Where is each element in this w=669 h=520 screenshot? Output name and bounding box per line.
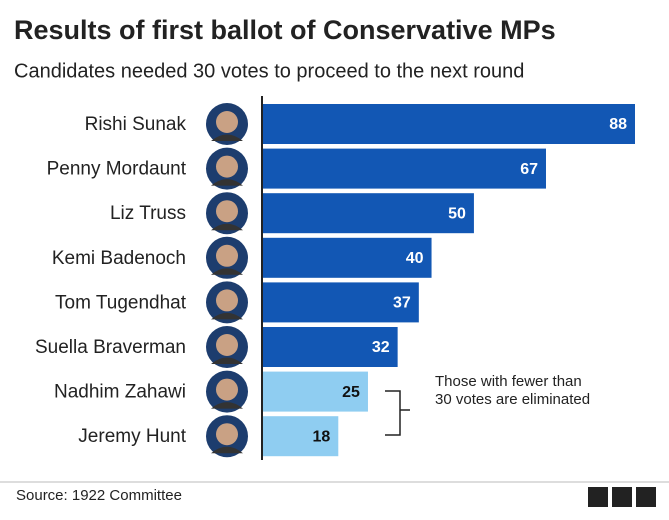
portrait-body: [211, 402, 243, 409]
annotation: Those with fewer than: [435, 373, 582, 390]
category-label: Tom Tugendhat: [55, 292, 187, 313]
bar: [263, 237, 432, 278]
chart-subtitle: Candidates needed 30 votes to proceed to…: [14, 60, 524, 82]
value-label: 50: [448, 205, 466, 222]
bar: [263, 416, 339, 457]
portrait-body: [211, 268, 243, 275]
annotation: 30 votes are eliminated: [435, 391, 590, 408]
value-label: 25: [342, 384, 360, 401]
portrait-face: [216, 111, 238, 133]
category-label: Liz Truss: [110, 203, 186, 224]
bar: [263, 371, 368, 412]
chart-title: Results of first ballot of Conservative …: [14, 15, 556, 45]
category-label: Penny Mordaunt: [47, 159, 187, 180]
portrait-body: [211, 312, 243, 320]
portrait-face: [216, 378, 238, 401]
portrait-face: [216, 155, 238, 178]
category-label: Kemi Badenoch: [52, 248, 186, 269]
value-label: 67: [520, 161, 538, 178]
portrait-body: [211, 446, 243, 454]
source: Source: 1922 Committee: [16, 487, 182, 504]
value-label: 40: [406, 250, 424, 267]
portrait-body: [211, 357, 243, 364]
portrait-face: [216, 244, 238, 267]
portrait-face: [216, 423, 238, 446]
bracket: [385, 390, 410, 436]
value-label: 88: [609, 116, 627, 133]
category-label: Nadhim Zahawi: [54, 382, 186, 403]
portrait-face: [216, 200, 238, 223]
category-label: Jeremy Hunt: [78, 426, 186, 447]
portrait-body: [211, 134, 243, 141]
value-label: 32: [372, 339, 390, 356]
portrait-body: [211, 223, 243, 231]
logo: [588, 487, 656, 507]
portrait-face: [216, 289, 238, 312]
portrait-face: [216, 334, 238, 356]
bar: [263, 327, 398, 367]
category-label: Rishi Sunak: [85, 114, 187, 135]
category-label: Suella Braverman: [35, 337, 186, 358]
value-label: 18: [312, 428, 330, 445]
value-label: 37: [393, 295, 411, 312]
bar: [263, 104, 635, 144]
bar: [263, 148, 546, 189]
bar: [263, 193, 474, 234]
portrait-body: [211, 179, 243, 186]
bar: [263, 282, 419, 323]
